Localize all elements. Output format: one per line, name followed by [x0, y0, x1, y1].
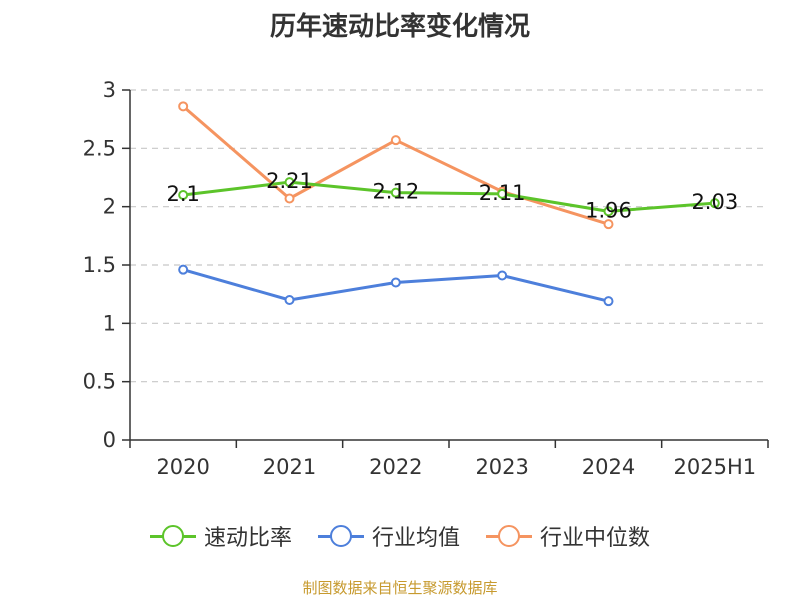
y-tick-label: 2.5 [83, 136, 116, 160]
data-point [178, 101, 189, 112]
data-point [709, 198, 720, 209]
data-point [284, 295, 295, 305]
x-tick-label: 2025H1 [674, 455, 757, 479]
data-point [603, 296, 614, 307]
legend-item-quick-ratio[interactable]: 速动比率 [149, 520, 292, 552]
y-tick-label: 1 [103, 311, 116, 335]
data-point [390, 187, 401, 198]
x-tick-label: 2020 [156, 455, 209, 479]
data-label: 2.21 [266, 169, 313, 193]
x-tick-label: 2022 [369, 455, 422, 479]
data-label: 2.12 [372, 180, 419, 204]
legend-item-industry-mean[interactable]: 行业均值 [317, 520, 460, 552]
legend-item-industry-median[interactable]: 行业中位数 [486, 520, 650, 552]
data-point [497, 270, 508, 281]
x-tick-label: 2023 [475, 455, 528, 479]
y-tick-label: 0.5 [83, 370, 116, 394]
data-point [497, 188, 508, 199]
data-point [284, 193, 295, 204]
series-line [182, 180, 715, 213]
legend-label-industry-mean: 行业均值 [371, 526, 460, 551]
y-tick-label: 2 [103, 195, 116, 219]
y-tick-label: 1.5 [83, 253, 116, 277]
data-point [603, 206, 614, 217]
y-tick-label: 0 [103, 428, 116, 452]
data-label: 1.96 [585, 198, 632, 222]
chart-legend: 速动比率 行业均值 行业中位数 [0, 520, 800, 552]
data-point [178, 190, 189, 200]
legend-swatch-industry-mean [317, 525, 364, 547]
x-tick-label: 2024 [582, 455, 635, 479]
data-label: 2.03 [691, 190, 738, 214]
y-tick-label: 3 [103, 78, 116, 102]
legend-label-quick-ratio: 速动比率 [203, 526, 292, 551]
legend-swatch-quick-ratio [149, 525, 196, 547]
legend-swatch-industry-median [486, 525, 532, 547]
data-point [603, 219, 614, 230]
data-label: 2.11 [479, 181, 526, 205]
data-label: 2.1 [166, 182, 199, 206]
chart-title: 历年速动比率变化情况 [269, 12, 530, 42]
source-note: 制图数据来自恒生聚源数据库 [302, 579, 498, 597]
data-point [178, 264, 189, 275]
data-point [390, 277, 401, 288]
data-point [284, 177, 295, 188]
data-point [390, 135, 401, 146]
legend-label-industry-median: 行业中位数 [540, 526, 651, 551]
x-tick-label: 2021 [263, 455, 316, 479]
